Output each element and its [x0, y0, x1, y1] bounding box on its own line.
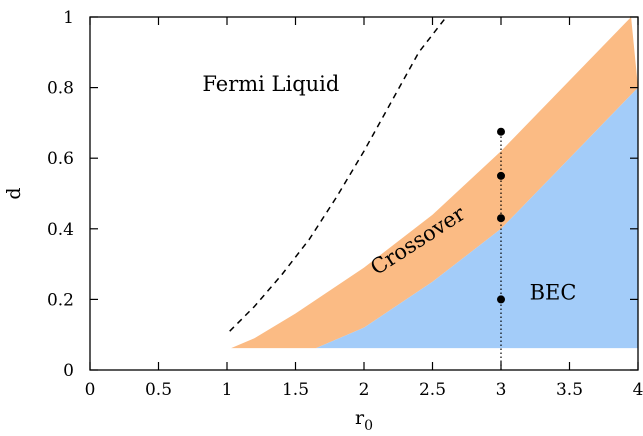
y-tick-label: 0.2 — [47, 290, 74, 310]
data-point — [497, 171, 505, 180]
region-label-fermi-liquid: Fermi Liquid — [202, 72, 339, 96]
x-axis-label-main: r — [355, 407, 365, 429]
data-points — [497, 127, 505, 304]
axis-ticks: 0 0.5 1 1.5 2 2.5 3 3.5 4 0 0.2 0.4 0.6 0.8 1 — [47, 8, 643, 400]
y-tick-label: 0.8 — [47, 79, 74, 99]
x-tick-label: 4 — [633, 380, 643, 400]
y-tick-label: 1 — [63, 8, 74, 28]
x-tick-label: 0.5 — [145, 380, 172, 400]
phase-lines — [229, 16, 502, 370]
x-tick-label: 2.5 — [419, 380, 446, 400]
x-tick-label: 1.5 — [282, 380, 309, 400]
y-tick-label: 0.4 — [47, 220, 74, 240]
region-label-bec: BEC — [530, 280, 577, 304]
y-tick-label: 0.6 — [47, 149, 74, 169]
x-tick-label: 3.5 — [556, 380, 583, 400]
region-bec — [316, 87, 638, 349]
y-tick-label: 0 — [63, 361, 74, 381]
data-point — [497, 295, 505, 304]
y-axis-label: d — [3, 187, 25, 199]
x-tick-label: 0 — [85, 380, 96, 400]
data-point — [497, 214, 505, 223]
phase-regions — [231, 17, 638, 349]
x-tick-label: 2 — [359, 380, 370, 400]
dashed-boundary-line — [229, 16, 447, 332]
data-point — [497, 127, 505, 136]
x-tick-label: 3 — [496, 380, 507, 400]
x-axis-label-subscript: 0 — [364, 418, 373, 434]
x-tick-label: 1 — [222, 380, 233, 400]
x-axis-label: r0 — [355, 407, 373, 434]
